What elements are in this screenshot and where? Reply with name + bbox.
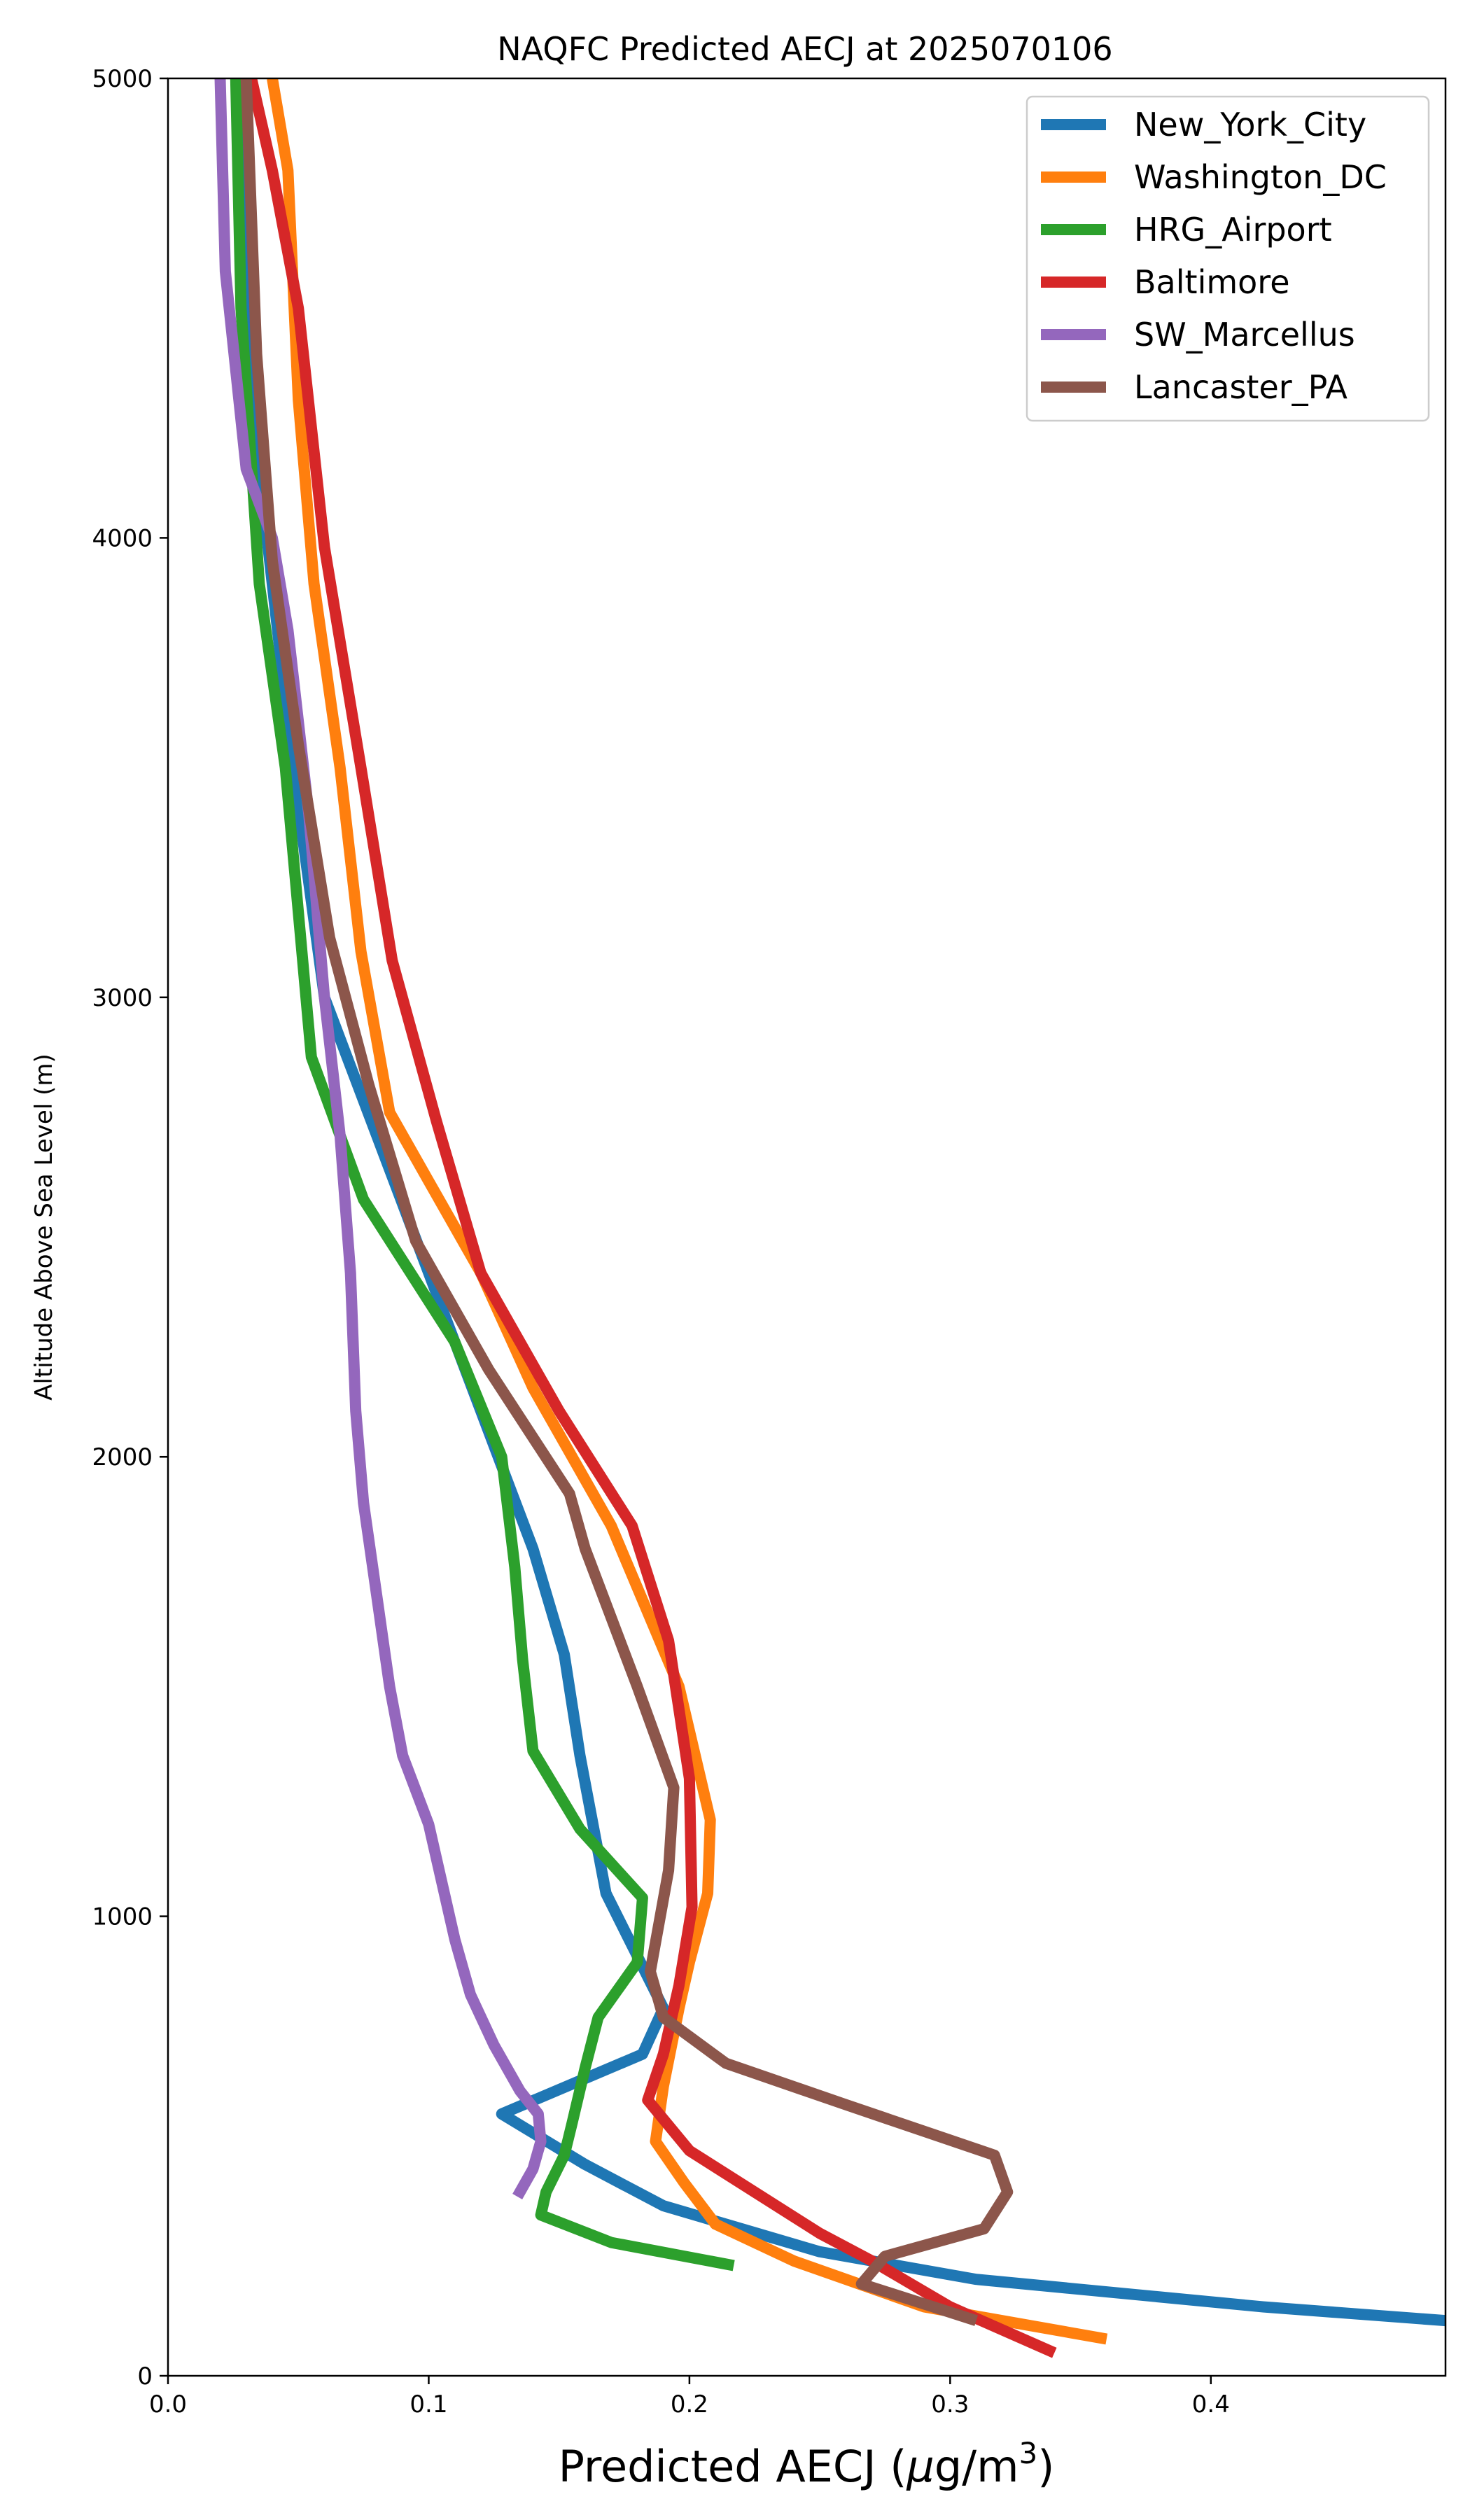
y-tick-label: 0	[137, 2362, 153, 2390]
y-tick-label: 5000	[92, 65, 153, 93]
x-axis-label: Predicted AECJ (μg/m3)	[559, 2436, 1055, 2492]
legend-label-New_York_City: New_York_City	[1134, 106, 1366, 144]
y-tick-label: 3000	[92, 984, 153, 1012]
x-axis-label-unit: g/m	[934, 2441, 1019, 2492]
legend-label-Washington_DC: Washington_DC	[1134, 158, 1387, 196]
x-axis-label-mu: μ	[906, 2441, 934, 2492]
legend-label-HRG_Airport: HRG_Airport	[1134, 211, 1332, 248]
legend-label-SW_Marcellus: SW_Marcellus	[1134, 316, 1355, 354]
series-line-Lancaster_PA	[240, 78, 1014, 2326]
y-axis-label: Altitude Above Sea Level (m)	[30, 1054, 58, 1401]
x-tick-label: 0.2	[671, 2390, 708, 2418]
series-layer	[214, 78, 1446, 2358]
y-tick-label: 2000	[92, 1443, 153, 1471]
x-tick-label: 0.4	[1192, 2390, 1230, 2418]
legend-label-Lancaster_PA: Lancaster_PA	[1134, 368, 1348, 406]
x-tick-label: 0.3	[931, 2390, 969, 2418]
series-line-Baltimore	[246, 78, 1057, 2358]
x-axis-label-text: Predicted AECJ (	[559, 2441, 907, 2492]
x-axis-label-sup: 3	[1018, 2436, 1037, 2470]
x-axis: 0.0 0.1 0.2 0.3 0.4	[149, 2376, 1230, 2418]
legend: New_York_City Washington_DC HRG_Airport Bal…	[1026, 95, 1430, 422]
y-tick-label: 1000	[92, 1903, 153, 1931]
x-tick-label: 0.0	[149, 2390, 187, 2418]
x-tick-label: 0.1	[410, 2390, 447, 2418]
series-line-New_York_City	[240, 78, 1446, 2327]
plot-frame	[167, 77, 1447, 2377]
y-axis: 0 1000 2000 3000 4000 5000	[92, 65, 168, 2390]
x-axis-label-close: )	[1037, 2441, 1054, 2492]
chart-title: NAQFC Predicted AECJ at 2025070106	[497, 30, 1112, 68]
y-tick-label: 4000	[92, 524, 153, 552]
legend-label-Baltimore: Baltimore	[1134, 263, 1290, 301]
legend-box	[1026, 95, 1430, 422]
series-line-HRG_Airport	[230, 78, 735, 2272]
